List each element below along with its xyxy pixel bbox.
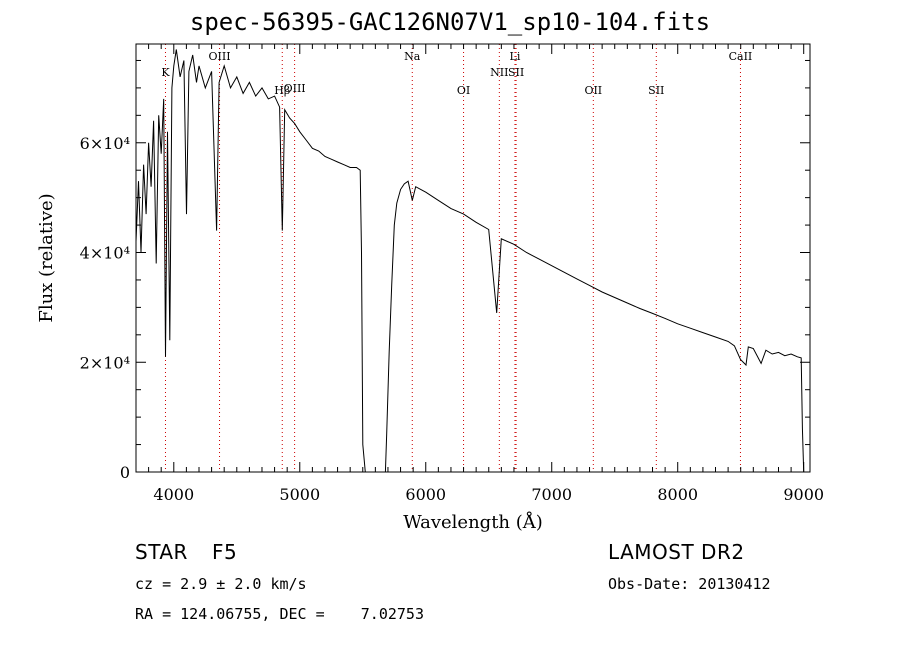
line-label-caii: CaII <box>729 50 753 63</box>
x-tick-label: 6000 <box>405 485 446 504</box>
x-tick-label: 5000 <box>279 485 320 504</box>
spectral-subclass: F5 <box>212 540 238 564</box>
x-tick-label: 4000 <box>153 485 194 504</box>
axis-ticks <box>135 44 810 473</box>
coordinates-text: RA = 124.06755, DEC = 7.02753 <box>135 605 424 623</box>
x-tick-label: 7000 <box>531 485 572 504</box>
line-label-oiii: OIII <box>284 82 306 95</box>
object-class: STAR <box>135 540 188 564</box>
x-tick-label: 9000 <box>783 485 824 504</box>
y-axis-label: Flux (relative) <box>36 193 57 322</box>
y-tick-label: 4×10⁴ <box>80 244 130 263</box>
x-axis-label: Wavelength (Å) <box>403 511 543 533</box>
line-label-k: K <box>161 66 170 79</box>
plot-title: spec-56395-GAC126N07V1_sp10-104.fits <box>189 8 711 36</box>
y-tick-label: 0 <box>120 463 130 482</box>
line-label-oii: OII <box>584 84 602 97</box>
line-label-oi: OI <box>457 84 470 97</box>
line-label-hβ: Hβ <box>274 84 290 97</box>
line-label-sii: SII <box>508 66 524 79</box>
line-label-oiii: OIII <box>208 50 230 63</box>
plot-frame <box>135 43 811 473</box>
line-label-na: Na <box>404 50 421 63</box>
spectrum-series <box>135 49 805 473</box>
y-tick-label: 2×10⁴ <box>80 353 130 372</box>
line-label-li: Li <box>510 50 521 63</box>
y-tick-label: 6×10⁴ <box>80 134 130 153</box>
axis-tick-labels: 4000 5000 6000 7000 8000 9000 0 2×10⁴ 4×10⁴ 6×10⁴ <box>80 134 824 504</box>
x-tick-label: 8000 <box>657 485 698 504</box>
survey-name: LAMOST DR2 <box>608 540 745 564</box>
redshift-text: cz = 2.9 ± 2.0 km/s <box>135 575 307 593</box>
line-label-nii: NII <box>490 66 508 79</box>
observation-date: Obs-Date: 20130412 <box>608 575 771 593</box>
line-label-sii: SII <box>648 84 664 97</box>
spectrum-line-0 <box>135 49 805 473</box>
